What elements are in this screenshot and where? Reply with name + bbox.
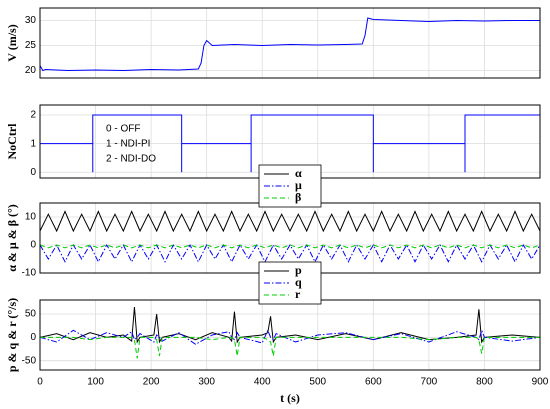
x-tick-label: 600 — [365, 377, 382, 388]
y-axis-title: V (m/s) — [5, 24, 19, 61]
series-line — [40, 114, 540, 173]
series-line — [39, 17, 540, 72]
x-tick-label: 700 — [421, 377, 438, 388]
x-tick-label: 300 — [198, 377, 215, 388]
y-tick-label: 0 — [30, 332, 36, 343]
series-line — [40, 336, 540, 359]
y-tick-label: 0 — [30, 240, 36, 251]
annotation: 2 - NDI-DO — [106, 154, 156, 165]
x-tick-label: 500 — [309, 377, 326, 388]
legend-label: β — [295, 190, 301, 204]
series-line — [39, 328, 541, 345]
y-tick-label: 25 — [25, 40, 37, 51]
y-tick-label: 2 — [30, 110, 36, 121]
x-tick-label: 200 — [143, 377, 160, 388]
y-tick-label: -50 — [22, 355, 37, 366]
plot-frame — [39, 7, 541, 79]
y-tick-label: 0 — [30, 167, 36, 178]
x-tick-label: 900 — [532, 377, 549, 388]
y-axis-title: p & q & r (°/s) — [5, 298, 19, 372]
y-tick-label: 20 — [25, 65, 37, 76]
y-tick-label: 30 — [25, 15, 37, 26]
x-tick-label: 100 — [87, 377, 104, 388]
legend-label: r — [295, 287, 301, 301]
y-tick-label: 10 — [25, 212, 37, 223]
x-tick-label: 400 — [254, 377, 271, 388]
y-axis-title: α & μ & β (°) — [5, 204, 19, 272]
annotation: 1 - NDI-PI — [106, 139, 150, 150]
annotation: 0 - OFF — [106, 124, 140, 135]
y-axis-title: NoCtrl — [5, 123, 19, 160]
legend-label: q — [295, 275, 302, 289]
series-line — [39, 210, 541, 233]
x-tick-label: 0 — [37, 377, 43, 388]
x-axis-title: t (s) — [280, 391, 300, 405]
y-tick-label: 1 — [30, 138, 36, 149]
y-tick-label: -10 — [22, 268, 37, 279]
legend-label: α — [295, 166, 302, 180]
legend-label: μ — [295, 178, 302, 192]
x-tick-label: 800 — [476, 377, 493, 388]
y-tick-label: 50 — [25, 309, 37, 320]
series-line — [39, 243, 541, 263]
series-line — [39, 306, 541, 344]
legend-label: p — [295, 263, 302, 277]
